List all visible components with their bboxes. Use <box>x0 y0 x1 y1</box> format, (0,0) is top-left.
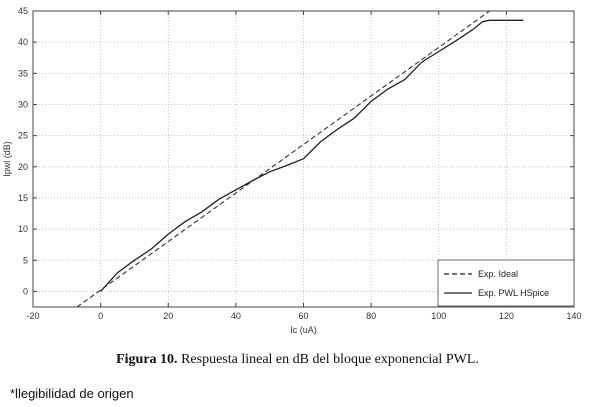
x-tick-label: 100 <box>431 311 446 321</box>
x-tick-label: 140 <box>566 311 581 321</box>
y-tick-label: 10 <box>18 224 28 234</box>
series-layer <box>76 11 524 307</box>
ticks-layer: -20 0 20 40 60 80 100 120 140 0 5 10 15 20 25 30 35 40 45 <box>18 6 582 321</box>
x-tick-label: 20 <box>163 311 173 321</box>
y-tick-label: 45 <box>18 6 28 16</box>
caption-label: Figura 10. <box>116 352 178 367</box>
y-tick-label: 40 <box>18 37 28 47</box>
y-tick-label: 30 <box>18 99 28 109</box>
x-tick-label: 80 <box>366 311 376 321</box>
x-tick-label: 60 <box>298 311 308 321</box>
y-tick-label: 35 <box>18 68 28 78</box>
y-tick-label: 25 <box>18 131 28 141</box>
chart: -20 0 20 40 60 80 100 120 140051015202530354045 … <box>2 6 582 335</box>
legend-entry: Exp. Ideal <box>478 269 518 279</box>
x-tick-label: 120 <box>499 311 514 321</box>
figure-caption: Figura 10. Respuesta lineal en dB del bl… <box>0 352 595 368</box>
legend-box <box>437 259 575 307</box>
series-line-1 <box>76 11 490 307</box>
y-axis-label: Ipwl (dB) <box>2 141 12 177</box>
x-tick-label: 0 <box>98 311 103 321</box>
x-tick-label: 40 <box>231 311 241 321</box>
y-tick-label: 20 <box>18 162 28 172</box>
legibility-note: *llegibilidad de origen <box>10 386 134 401</box>
y-tick-label: 15 <box>18 193 28 203</box>
x-axis-label: Ic (uA) <box>290 325 317 335</box>
x-tick-label: -20 <box>26 311 39 321</box>
legend: Exp. Ideal Exp. PWL HSpice <box>437 259 575 307</box>
legend-entry: Exp. PWL HSpice <box>478 288 549 298</box>
y-tick-label: 0 <box>23 286 28 296</box>
series-line-2 <box>100 19 524 292</box>
y-tick-label: 5 <box>23 255 28 265</box>
caption-text: Respuesta lineal en dB del bloque expone… <box>177 352 479 367</box>
